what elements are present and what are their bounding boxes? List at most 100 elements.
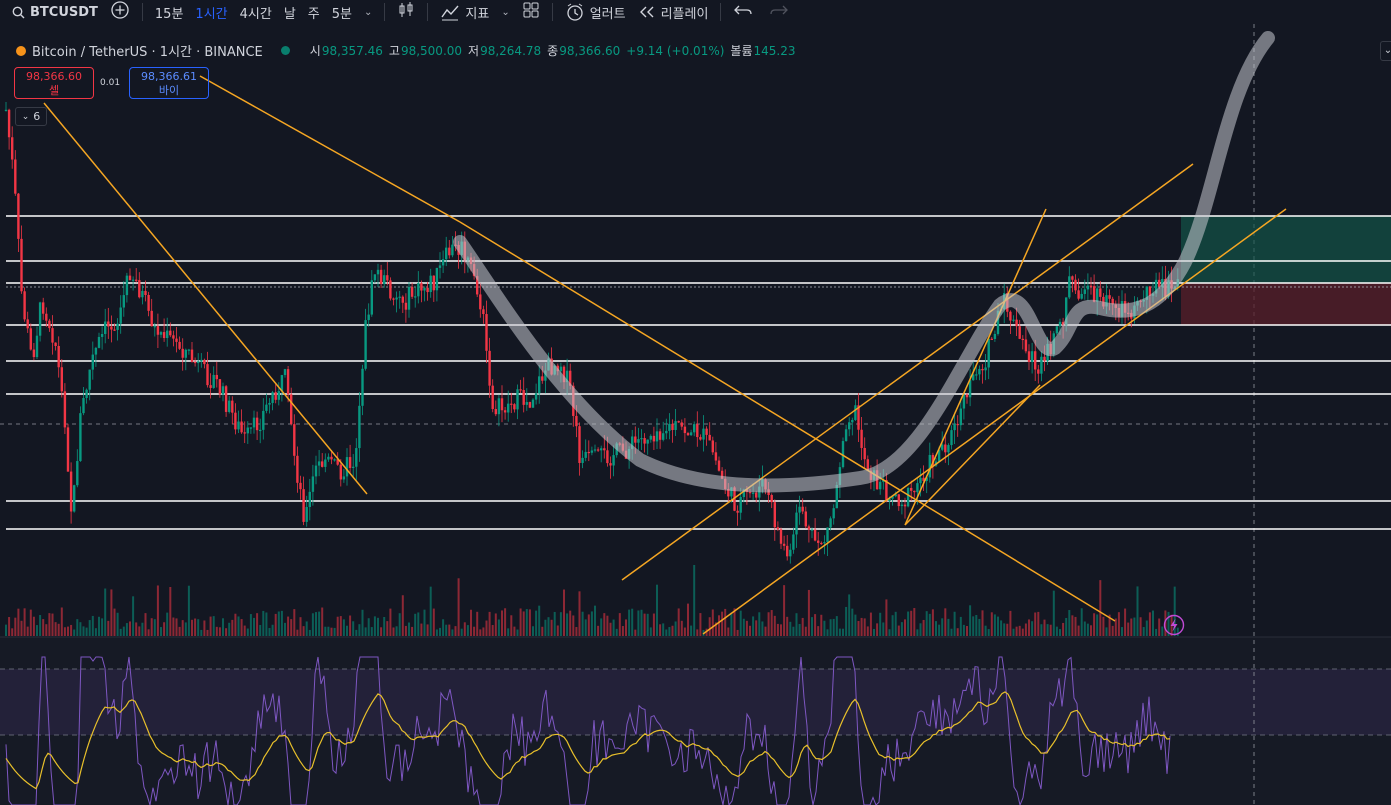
volume-bar <box>395 626 398 636</box>
chevron-down-icon[interactable]: ⌄ <box>501 6 510 18</box>
volume-bar <box>178 626 181 636</box>
price-chart[interactable] <box>0 24 1391 805</box>
volume-bar <box>1018 625 1021 636</box>
volume-bar <box>14 617 17 636</box>
candle-body <box>1099 288 1102 297</box>
candle-body <box>153 326 156 328</box>
candle-body <box>1154 279 1158 294</box>
volume-bar <box>873 628 875 636</box>
volume-bar <box>643 613 646 636</box>
interval-1w[interactable]: 주 <box>302 0 326 24</box>
volume-value: 145.23 <box>753 43 796 58</box>
volume-bar <box>197 619 200 636</box>
volume-bar <box>1083 621 1086 636</box>
indicators-collapse-button[interactable]: ⌄ 6 <box>15 107 47 126</box>
volume-bar <box>730 612 733 636</box>
volume-bar <box>789 621 792 636</box>
redo-button[interactable] <box>761 0 795 24</box>
lightning-icon[interactable] <box>1163 614 1185 636</box>
candle-body <box>283 369 287 376</box>
compare-button[interactable] <box>104 0 136 24</box>
sell-button[interactable]: 98,366.60 셀 <box>14 67 94 99</box>
candle-body <box>1040 356 1043 374</box>
buy-price: 98,366.61 <box>141 70 197 83</box>
volume-bar <box>888 629 891 636</box>
candle-body <box>317 461 321 466</box>
loss-zone <box>1181 283 1391 325</box>
symbol-search[interactable]: BTCUSDT <box>0 0 104 24</box>
volume-label: 볼륨 <box>730 44 753 58</box>
volume-bar <box>795 613 798 636</box>
scroll-down-button[interactable]: ⌄ <box>1380 41 1391 61</box>
buy-button[interactable]: 98,366.61 바이 <box>129 67 209 99</box>
candle-body <box>209 385 212 388</box>
volume-bar <box>826 629 829 636</box>
volume-bar <box>956 628 959 636</box>
volume-bar <box>411 626 414 636</box>
candle-body <box>1092 286 1096 302</box>
candle-body <box>259 429 262 432</box>
interval-4h[interactable]: 4시간 <box>234 0 278 24</box>
candle-body <box>63 391 67 428</box>
volume-bar <box>150 618 153 636</box>
candle-body <box>373 274 377 281</box>
candle-body <box>851 419 854 423</box>
interval-1d[interactable]: 날 <box>278 0 302 24</box>
interval-1h[interactable]: 1시간 <box>189 0 233 24</box>
plus-circle-icon <box>110 0 130 24</box>
alert-button[interactable]: 얼러트 <box>559 0 632 24</box>
volume-bar <box>984 625 987 636</box>
candle-body <box>76 461 79 486</box>
candle-body <box>262 410 265 430</box>
candle-body <box>1018 326 1021 339</box>
candle-body <box>680 422 683 427</box>
candle-body <box>606 450 609 464</box>
volume-bar <box>752 616 755 636</box>
volume-bar <box>491 625 494 636</box>
candle-body <box>559 366 563 372</box>
candle-body <box>528 402 532 408</box>
candle-body <box>609 463 612 466</box>
volume-bar <box>1043 619 1046 636</box>
candle-body <box>432 275 435 291</box>
volume-bar <box>1090 625 1092 636</box>
candle-body <box>714 452 718 461</box>
candle-body <box>333 459 336 461</box>
volume-bar <box>1024 623 1027 636</box>
candle-body <box>727 488 730 497</box>
chart-type-button[interactable] <box>391 0 421 24</box>
layout-button[interactable] <box>516 0 546 24</box>
volume-bar <box>659 624 662 636</box>
replay-button[interactable]: 리플레이 <box>632 0 715 24</box>
volume-bar <box>1031 621 1034 636</box>
interval-label: 1시간 <box>195 6 228 22</box>
candle-body <box>184 349 187 358</box>
volume-bar <box>485 620 488 636</box>
indicators-icon <box>440 3 460 21</box>
candle-body <box>569 370 572 386</box>
volume-bar <box>975 614 978 636</box>
volume-bar <box>525 609 528 636</box>
volume-bar <box>541 626 544 636</box>
volume-bar <box>606 615 609 636</box>
interval-5m[interactable]: 5분 <box>326 0 358 24</box>
candle-body <box>891 496 894 499</box>
volume-bar <box>408 622 410 636</box>
volume-bar <box>110 589 113 636</box>
volume-bar <box>913 608 916 636</box>
candle-body <box>686 433 690 436</box>
indicators-button[interactable]: 지표 <box>434 0 495 24</box>
candle-body <box>348 457 352 468</box>
candle-body <box>265 404 268 411</box>
candle-body <box>379 269 383 284</box>
volume-bar <box>941 618 944 636</box>
volume-bar <box>928 613 931 636</box>
volume-bar <box>1108 614 1111 636</box>
candle-body <box>575 415 578 427</box>
candle-body <box>178 341 181 349</box>
candle-body <box>429 275 432 293</box>
candle-body <box>172 335 175 339</box>
interval-15m[interactable]: 15분 <box>149 0 190 24</box>
chevron-down-icon[interactable]: ⌄ <box>364 6 373 18</box>
undo-button[interactable] <box>727 0 761 24</box>
